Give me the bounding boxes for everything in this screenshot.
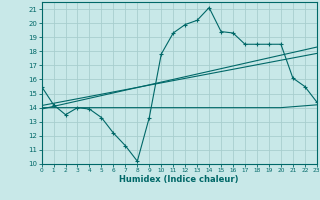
X-axis label: Humidex (Indice chaleur): Humidex (Indice chaleur) xyxy=(119,175,239,184)
